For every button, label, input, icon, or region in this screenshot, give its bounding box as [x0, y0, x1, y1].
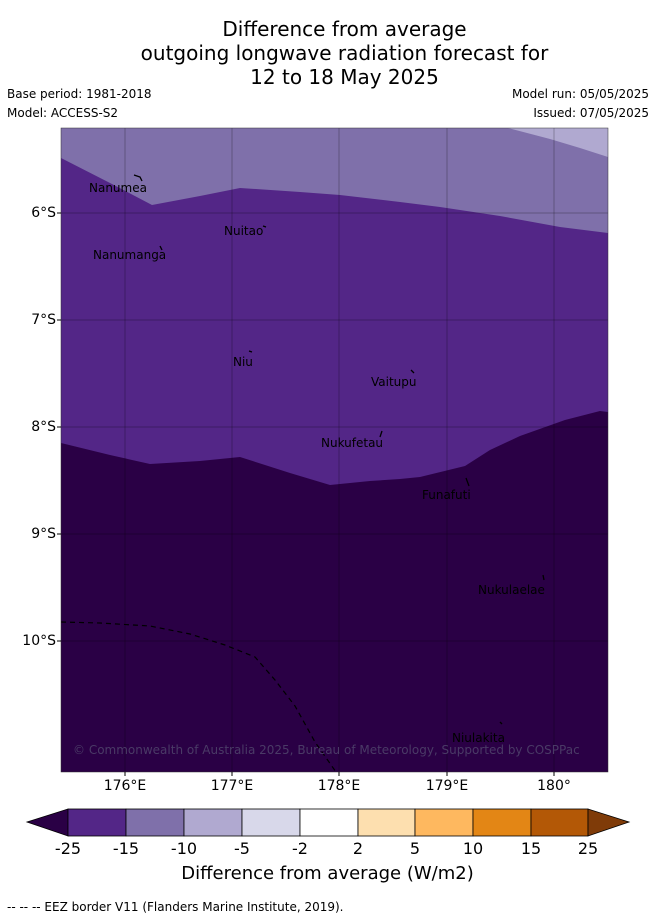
lon-label-176e: 176°E	[103, 778, 147, 794]
island-label-nanumea: Nanumea	[89, 181, 147, 195]
island-label-nukufetau: Nukufetau	[321, 436, 384, 450]
meta-right: Model run: 05/05/2025 Issued: 07/05/2025	[512, 87, 649, 125]
lon-label-179e: 179°E	[425, 778, 469, 794]
colorbar-tick-15: 15	[520, 839, 542, 858]
lat-ticks	[57, 212, 61, 642]
island-label-niulakita: Niulakita	[452, 731, 505, 745]
colorbar-tick-minus25: -25	[54, 839, 82, 858]
island-label-nuitao: Nuitao	[224, 224, 264, 238]
eez-border	[61, 621, 337, 772]
lat-label-8s: 8°S	[31, 419, 56, 435]
lon-label-178e: 178°E	[317, 778, 361, 794]
colorbar-tick-2: 2	[352, 839, 364, 858]
colorbar-tick-minus10: -10	[170, 839, 198, 858]
colorbar-bin-4	[241, 808, 301, 837]
anomaly-band-minus10-minus5	[508, 128, 608, 157]
lon-label-180: 180°	[537, 778, 571, 794]
colorbar-tick-minus5: -5	[234, 839, 250, 858]
base-period: Base period: 1981-2018	[7, 87, 152, 101]
lon-ticks	[124, 772, 555, 776]
island-outlines	[133, 174, 545, 725]
lon-label-177e: 177°E	[210, 778, 254, 794]
anomaly-band-minus15-minus10	[61, 128, 608, 233]
colorbar-bin-8	[472, 808, 532, 837]
title-line-1: Difference from average	[222, 17, 467, 41]
map-frame	[60, 127, 609, 773]
model-name: Model: ACCESS-S2	[7, 106, 119, 120]
colorbar-bin-3	[183, 808, 243, 837]
lat-label-6s: 6°S	[31, 205, 56, 221]
colorbar-tick-25: 25	[577, 839, 599, 858]
title-line-2: outgoing longwave radiation forecast for	[140, 41, 549, 65]
colorbar-bin-1	[67, 808, 127, 837]
island-label-funafuti: Funafuti	[422, 488, 471, 502]
map-title: Difference from average outgoing longwav…	[0, 17, 655, 89]
colorbar-extend-low	[25, 808, 69, 837]
island-label-niu: Niu	[233, 355, 253, 369]
island-label-nukulaelae: Nukulaelae	[478, 583, 545, 597]
title-line-3: 12 to 18 May 2025	[250, 65, 439, 89]
eez-footnote: -- -- -- EEZ border V11 (Flanders Marine…	[7, 900, 344, 914]
island-label-nanumanga: Nanumanga	[93, 248, 167, 262]
model-run: Model run: 05/05/2025	[511, 87, 649, 101]
colorbar-tick-minus15: -15	[112, 839, 140, 858]
issued-date: Issued: 07/05/2025	[533, 106, 649, 120]
map-area	[61, 128, 608, 772]
lat-label-9s: 9°S	[31, 526, 56, 542]
colorbar-bin-7	[414, 808, 474, 837]
anomaly-band-minus25-minus15	[61, 128, 608, 485]
meta-left: Base period: 1981-2018 Model: ACCESS-S2	[7, 87, 152, 125]
lat-label-7s: 7°S	[31, 312, 56, 328]
lat-label-10s: 10°S	[22, 633, 56, 649]
colorbar-title: Difference from average (W/m2)	[181, 863, 474, 884]
colorbar-bin-2	[125, 808, 185, 837]
colorbar-bin-5	[299, 808, 359, 837]
copyright-notice: © Commonwealth of Australia 2025, Bureau…	[73, 743, 580, 757]
island-label-vaitupu: Vaitupu	[371, 375, 417, 389]
colorbar-tick-5: 5	[409, 839, 421, 858]
colorbar-tick-10: 10	[462, 839, 484, 858]
colorbar-extend-high	[587, 808, 631, 837]
colorbar	[25, 808, 631, 837]
graticule	[61, 128, 608, 772]
colorbar-bin-6	[357, 808, 416, 837]
colorbar-tick-minus2: -2	[292, 839, 308, 858]
colorbar-bin-9	[530, 808, 589, 837]
